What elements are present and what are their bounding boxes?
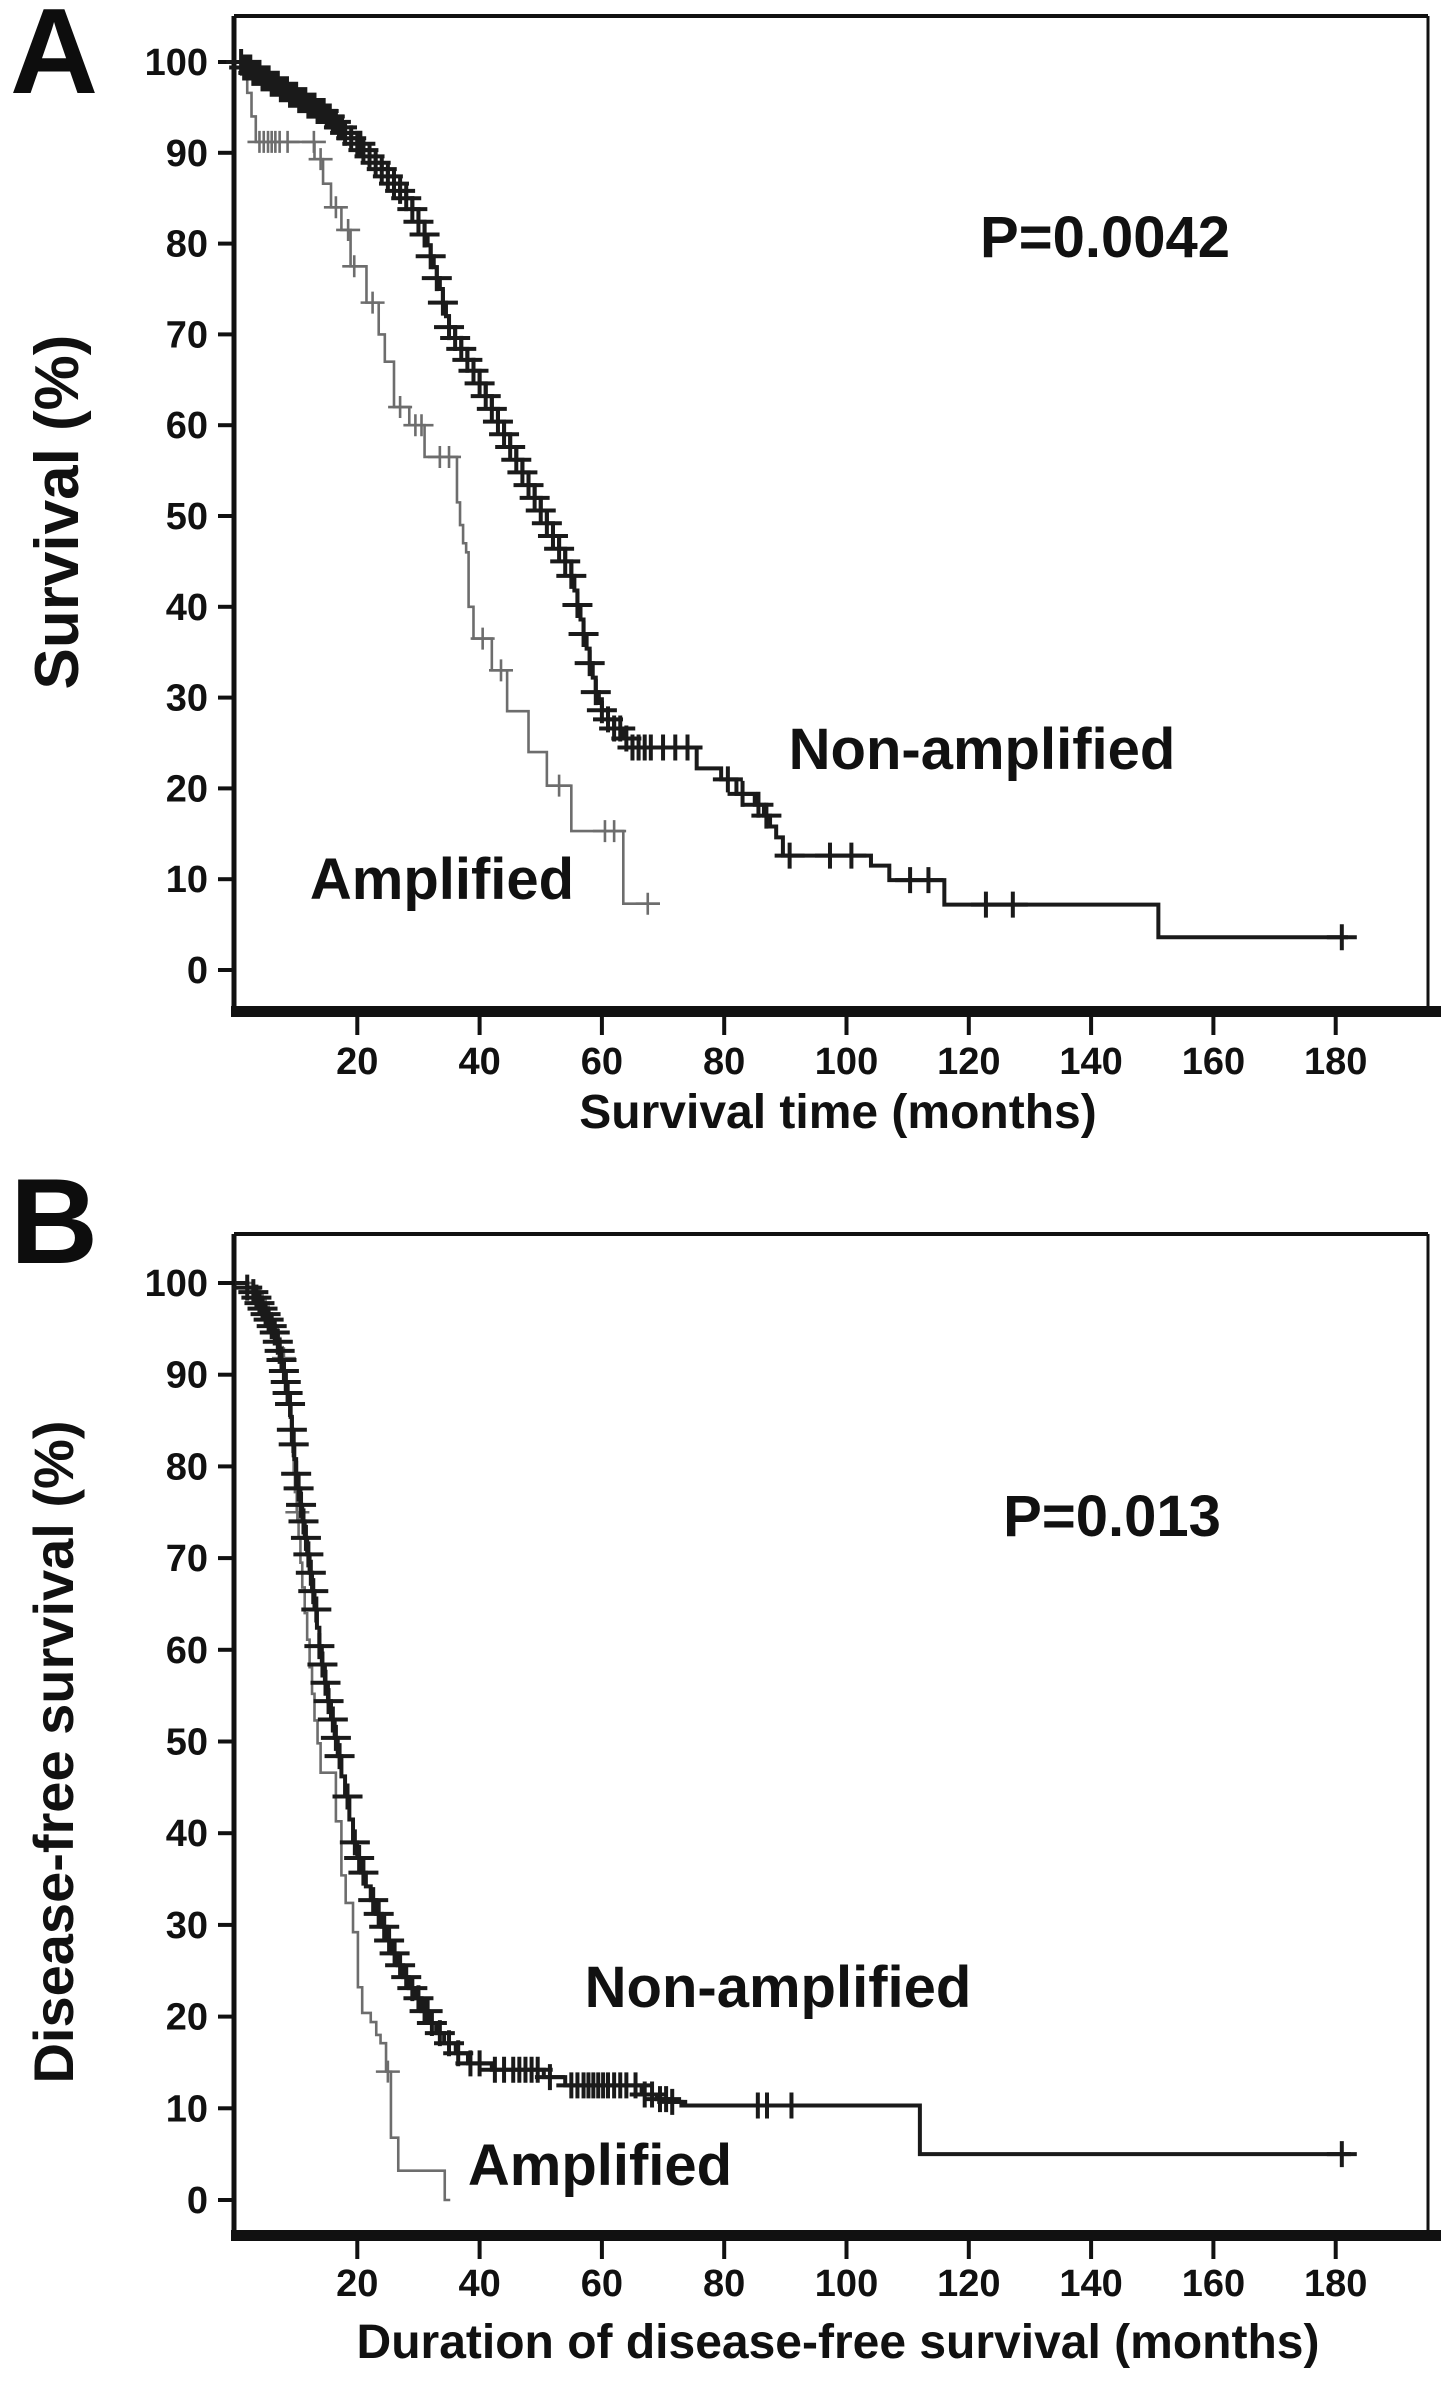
y-tick-label: 50	[166, 1722, 208, 1764]
panel-a-label-non-amplified: Non-amplified	[788, 717, 1176, 782]
y-tick-label: 10	[166, 2088, 208, 2130]
censor-marks-amplified	[247, 130, 660, 915]
y-tick-label: 40	[166, 1813, 208, 1855]
y-tick-label: 90	[166, 133, 208, 175]
y-tick-label: 20	[166, 768, 208, 810]
km-curve-non-amplified	[235, 1281, 1351, 2157]
panel-a-y-axis-title: Survival (%)	[23, 334, 92, 690]
panel-a-chart: 0 10 20 30 40 50 60 70 80 90 100 20 40 60 80 100 120 140 1…	[145, 14, 1441, 1083]
x-tick-label: 180	[1304, 1041, 1367, 1083]
censor-marks-non-amplified	[226, 49, 1357, 951]
x-tick-label: 100	[815, 2263, 878, 2305]
x-tick-label: 100	[815, 1041, 878, 1083]
panel-a: 0 10 20 30 40 50 60 70 80 90 100 20 40 60 80 100 120 140 1…	[0, 0, 1441, 1160]
x-tick-label: 180	[1304, 2263, 1367, 2305]
y-tick-label: 70	[166, 1538, 208, 1580]
panel-b-letter: B	[10, 1153, 99, 1289]
x-tick-label: 20	[336, 2263, 378, 2305]
y-tick-label: 0	[187, 950, 208, 992]
panel-b-label-amplified: Amplified	[467, 2133, 733, 2198]
panel-b-label-non-amplified: Non-amplified	[584, 1955, 972, 2020]
y-tick-label: 70	[166, 314, 208, 356]
panel-b-chart: 0 10 20 30 40 50 60 70 80 90 100 20 40 60 80 100 120 140 1…	[145, 1232, 1441, 2305]
x-tick-label: 120	[937, 1041, 1000, 1083]
x-tick-label: 80	[703, 2263, 745, 2305]
km-curve-amplified	[235, 60, 660, 906]
panel-b: 0 10 20 30 40 50 60 70 80 90 100 20 40 60 80 100 120 140 1…	[0, 1160, 1441, 2389]
y-tick-label: 60	[166, 1630, 208, 1672]
panel-b-p-value: P=0.013	[1003, 1484, 1221, 1549]
x-tick-label: 140	[1059, 1041, 1122, 1083]
panel-b-y-axis-title: Disease-free survival (%)	[22, 1420, 85, 2084]
censor-marks-amplified	[271, 1347, 400, 2083]
y-tick-label: 40	[166, 587, 208, 629]
x-axis-line	[231, 2230, 1441, 2241]
y-tick-label: 30	[166, 678, 208, 720]
x-tick-label: 60	[581, 1041, 623, 1083]
censor-marks-non-amplified	[232, 1274, 1357, 2168]
y-tick-label: 0	[187, 2180, 208, 2222]
panel-a-x-axis-title: Survival time (months)	[579, 1086, 1097, 1139]
y-tick-label: 100	[145, 42, 208, 84]
x-tick-label: 160	[1182, 2263, 1245, 2305]
x-axis-line	[231, 1006, 1441, 1017]
y-tick-label: 60	[166, 405, 208, 447]
panel-a-label-amplified: Amplified	[309, 847, 575, 912]
y-tick-label: 30	[166, 1905, 208, 1947]
panel-a-p-value: P=0.0042	[980, 205, 1230, 270]
y-tick-label: 90	[166, 1355, 208, 1397]
y-tick-label: 50	[166, 496, 208, 538]
x-tick-label: 20	[336, 1041, 378, 1083]
y-tick-label: 100	[145, 1263, 208, 1305]
x-tick-label: 40	[458, 2263, 500, 2305]
y-tick-label: 10	[166, 859, 208, 901]
x-tick-label: 120	[937, 2263, 1000, 2305]
x-tick-label: 60	[581, 2263, 623, 2305]
km-curve-amplified	[235, 1281, 451, 2202]
y-tick-label: 20	[166, 1997, 208, 2039]
x-tick-label: 80	[703, 1041, 745, 1083]
x-tick-label: 140	[1059, 2263, 1122, 2305]
panel-a-letter: A	[10, 0, 99, 119]
panel-b-x-axis-title: Duration of disease-free survival (month…	[356, 2316, 1320, 2369]
y-tick-label: 80	[166, 224, 208, 266]
x-tick-label: 40	[458, 1041, 500, 1083]
y-tick-label: 80	[166, 1446, 208, 1488]
x-tick-label: 160	[1182, 1041, 1245, 1083]
